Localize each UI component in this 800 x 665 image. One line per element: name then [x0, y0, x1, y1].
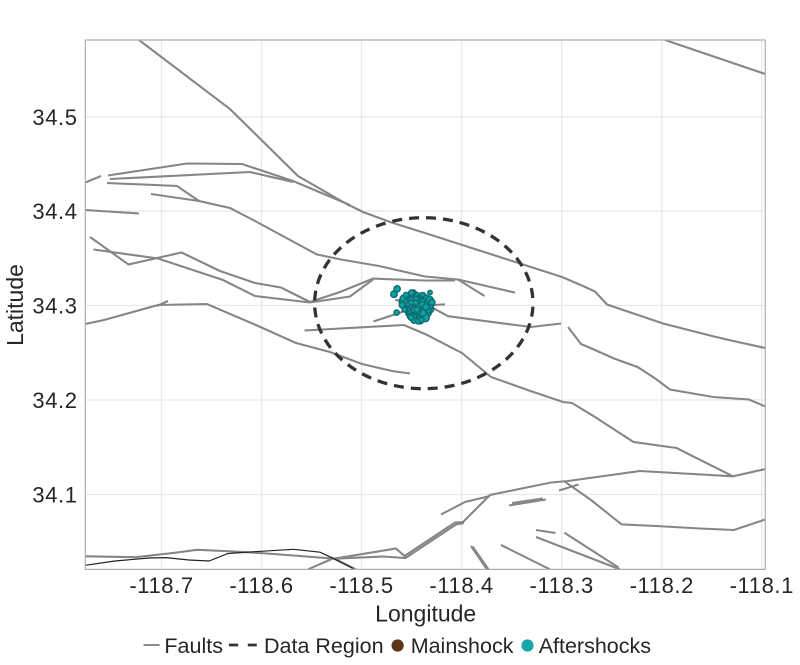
svg-text:Mainshock: Mainshock [411, 634, 514, 658]
svg-text:Faults: Faults [164, 634, 223, 658]
svg-text:-118.2: -118.2 [630, 573, 694, 598]
svg-text:-118.1: -118.1 [730, 573, 794, 598]
svg-text:-118.3: -118.3 [530, 573, 594, 598]
svg-text:-118.4: -118.4 [429, 573, 493, 598]
svg-text:Longitude: Longitude [375, 601, 476, 627]
svg-text:-118.7: -118.7 [129, 573, 193, 598]
svg-text:34.4: 34.4 [32, 199, 77, 224]
svg-text:34.1: 34.1 [32, 482, 77, 507]
svg-text:-118.5: -118.5 [329, 573, 393, 598]
svg-text:34.2: 34.2 [32, 388, 77, 413]
svg-text:34.3: 34.3 [32, 293, 77, 318]
svg-text:34.5: 34.5 [32, 105, 77, 130]
svg-text:Aftershocks: Aftershocks [539, 634, 651, 658]
svg-text:-118.6: -118.6 [229, 573, 293, 598]
svg-text:Data Region: Data Region [264, 634, 384, 658]
svg-text:Latitude: Latitude [2, 264, 28, 346]
